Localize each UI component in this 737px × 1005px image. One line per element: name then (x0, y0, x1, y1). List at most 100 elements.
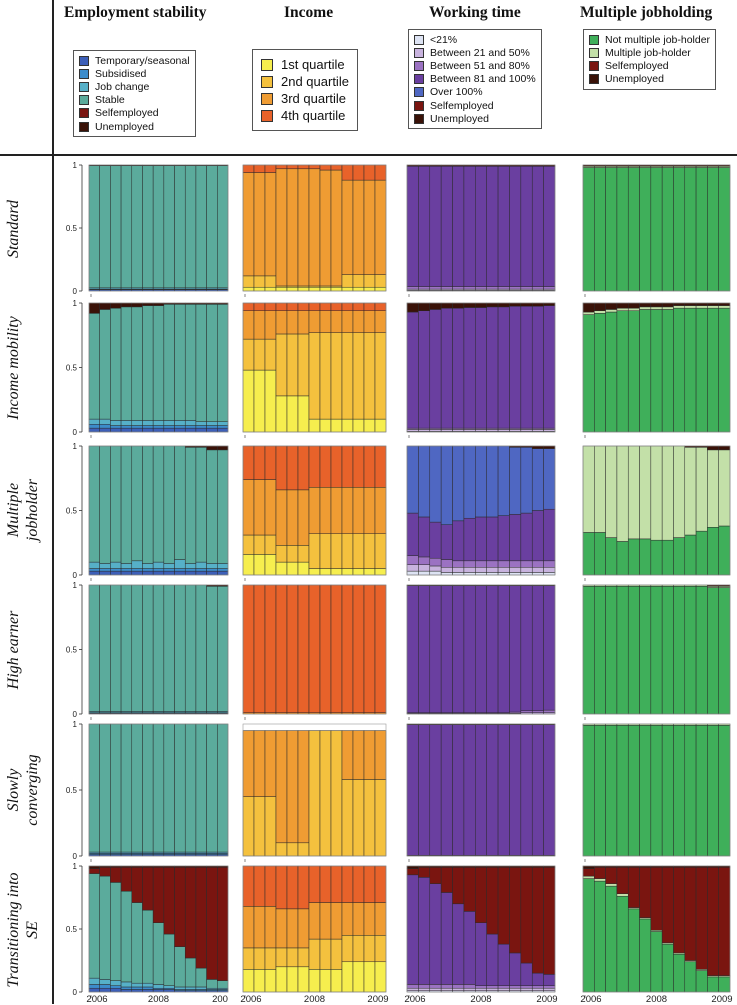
bar-segment (418, 564, 431, 572)
legend-item: Selfemployed (79, 107, 190, 120)
bar-segment (440, 984, 453, 989)
bar-segment (99, 418, 111, 425)
bar-segment (330, 533, 343, 569)
bar-segment (374, 179, 387, 275)
legend-item: Unemployed (79, 120, 190, 133)
bar-segment (440, 559, 453, 568)
panel-frame (242, 584, 387, 715)
bar-segment (429, 867, 442, 884)
bar-segment (174, 723, 186, 853)
bar-segment (486, 985, 499, 989)
bar-segment (418, 867, 431, 878)
bar-segment (695, 586, 708, 715)
bar-segment (374, 418, 387, 433)
legend-label: 4th quartile (281, 108, 346, 123)
bar-segment (440, 987, 453, 991)
bar-segment (582, 445, 595, 533)
bar-segment (594, 310, 606, 314)
bar-segment (319, 533, 332, 569)
bar-segment (627, 538, 640, 576)
bar-segment (206, 304, 218, 422)
bar-segment (429, 724, 442, 856)
panel (88, 584, 229, 715)
bar-segment (374, 568, 387, 576)
bar-segment (486, 572, 499, 576)
legend-swatch (261, 75, 273, 88)
bar-segment (131, 570, 143, 576)
bar-segment (497, 306, 510, 429)
bar-segment (429, 166, 442, 287)
bar-segment (264, 730, 277, 797)
bar-segment (684, 305, 697, 309)
bar-segment (88, 984, 100, 989)
bar-segment (594, 302, 606, 311)
bar-segment (163, 563, 175, 569)
bar-segment (531, 585, 544, 712)
bar-segment (418, 877, 431, 985)
bar-segment (330, 902, 343, 940)
bar-segment (206, 449, 218, 564)
legend-label: Over 100% (430, 86, 483, 99)
legend-swatch (414, 60, 424, 71)
bar-segment (174, 427, 186, 433)
bar-segment (206, 570, 218, 576)
bar-segment (594, 445, 606, 533)
bar-segment (110, 165, 122, 289)
bar-segment (363, 286, 376, 292)
bar-segment (217, 421, 229, 426)
bar-segment (195, 584, 207, 712)
bar-segment (264, 534, 277, 555)
bar-segment (242, 534, 255, 555)
bar-segment (264, 554, 277, 576)
panel-frame (242, 302, 387, 433)
bar-segment (627, 302, 640, 309)
header-horizontal-divider (0, 154, 737, 156)
bar-segment (253, 554, 266, 576)
bar-segment (297, 561, 310, 576)
bar-segment (120, 563, 133, 569)
legend-employment-stability: Temporary/seasonal Subsidised Job change St… (73, 50, 196, 138)
panel (582, 865, 731, 993)
bar-segment (684, 725, 697, 857)
bar-segment (163, 427, 175, 433)
bar-segment (253, 947, 266, 970)
panel-frame (242, 164, 387, 292)
bar-segment (275, 842, 288, 857)
bar-segment (418, 166, 431, 287)
bar-segment (297, 842, 310, 857)
bar-segment (330, 730, 343, 857)
bar-segment (99, 979, 111, 985)
x-tick-label: 2009 (536, 994, 557, 1004)
bar-segment (627, 445, 640, 540)
bar-segment (88, 868, 100, 874)
bar-segment (174, 304, 186, 421)
bar-segment (341, 274, 354, 288)
bar-segment (120, 445, 133, 564)
bar-segment (152, 584, 165, 712)
bar-segment (275, 310, 288, 335)
bar-segment (418, 987, 431, 991)
bar-segment (286, 302, 299, 311)
bar-segment (99, 563, 111, 569)
bar-segment (195, 165, 207, 289)
bar-segment (319, 584, 332, 713)
bar-segment (429, 309, 442, 429)
bar-segment (110, 445, 122, 563)
bar-segment (308, 533, 321, 569)
bar-segment (440, 286, 453, 290)
bar-segment (452, 166, 465, 287)
bar-segment (88, 313, 100, 420)
bar-segment (152, 984, 165, 989)
bar-segment (163, 445, 175, 564)
legend-label: Selfemployed (430, 99, 494, 112)
bar-segment (531, 445, 544, 449)
bar-segment (594, 586, 606, 715)
bar-segment (242, 338, 255, 371)
bar-segment (406, 555, 419, 565)
legend-item: 3rd quartile (261, 90, 349, 107)
bar-segment (582, 875, 595, 879)
bar-segment (363, 584, 376, 713)
bar-segment (206, 421, 218, 426)
bar-segment (195, 447, 207, 563)
legend-item: Unemployed (414, 112, 536, 125)
